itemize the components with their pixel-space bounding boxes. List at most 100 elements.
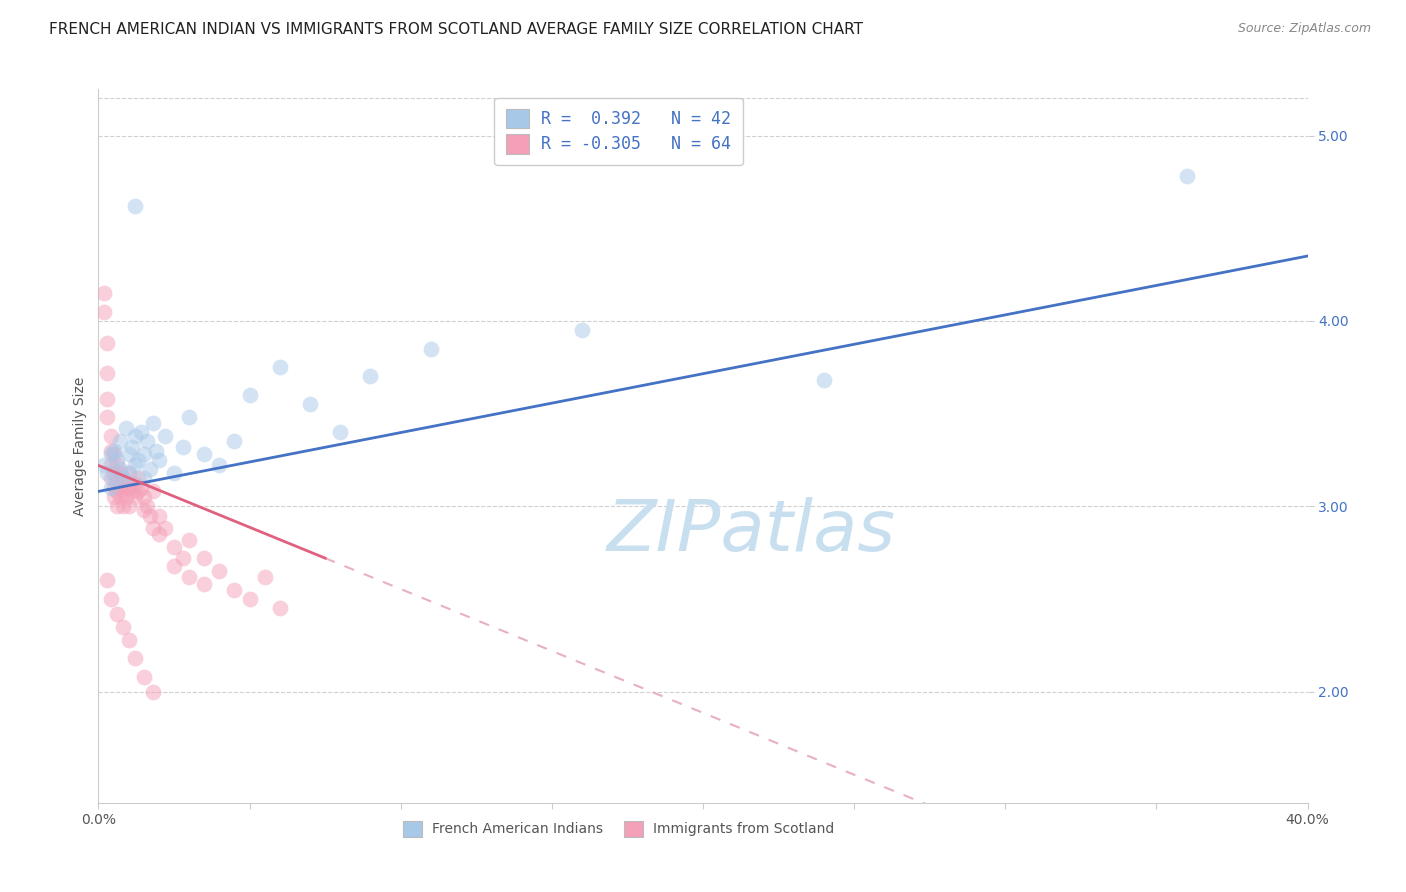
Point	[103, 471, 125, 485]
Point	[114, 477, 136, 491]
Point	[111, 620, 134, 634]
Point	[813, 373, 835, 387]
Point	[163, 540, 186, 554]
Point	[132, 490, 155, 504]
Point	[96, 410, 118, 425]
Point	[105, 453, 128, 467]
Point	[224, 582, 246, 597]
Y-axis label: Average Family Size: Average Family Size	[73, 376, 87, 516]
Point	[139, 462, 162, 476]
Point	[105, 471, 128, 485]
Point	[111, 484, 134, 499]
Point	[1175, 169, 1198, 184]
Point	[132, 503, 155, 517]
Point	[105, 458, 128, 473]
Point	[108, 462, 131, 476]
Point	[124, 490, 146, 504]
Legend: French American Indians, Immigrants from Scotland: French American Indians, Immigrants from…	[396, 815, 839, 842]
Point	[100, 481, 122, 495]
Text: Source: ZipAtlas.com: Source: ZipAtlas.com	[1237, 22, 1371, 36]
Point	[108, 490, 131, 504]
Point	[420, 342, 443, 356]
Point	[132, 670, 155, 684]
Point	[135, 500, 157, 514]
Point	[103, 466, 125, 480]
Point	[269, 601, 291, 615]
Point	[108, 434, 131, 449]
Point	[100, 447, 122, 461]
Point	[163, 558, 186, 573]
Point	[124, 199, 146, 213]
Point	[108, 481, 131, 495]
Point	[129, 481, 152, 495]
Point	[118, 466, 141, 480]
Point	[103, 481, 125, 495]
Point	[145, 443, 167, 458]
Point	[132, 471, 155, 485]
Point	[153, 429, 176, 443]
Point	[100, 458, 122, 473]
Point	[193, 551, 215, 566]
Point	[105, 484, 128, 499]
Point	[96, 366, 118, 380]
Point	[179, 410, 201, 425]
Point	[208, 458, 231, 473]
Text: FRENCH AMERICAN INDIAN VS IMMIGRANTS FROM SCOTLAND AVERAGE FAMILY SIZE CORRELATI: FRENCH AMERICAN INDIAN VS IMMIGRANTS FRO…	[49, 22, 863, 37]
Point	[124, 477, 146, 491]
Point	[132, 447, 155, 461]
Point	[299, 397, 322, 411]
Point	[118, 481, 141, 495]
Point	[111, 471, 134, 485]
Point	[118, 632, 141, 647]
Point	[121, 484, 143, 499]
Point	[179, 569, 201, 583]
Point	[114, 421, 136, 435]
Point	[208, 564, 231, 578]
Point	[360, 369, 382, 384]
Point	[239, 591, 262, 606]
Point	[193, 447, 215, 461]
Point	[142, 416, 165, 430]
Point	[105, 607, 128, 621]
Point	[111, 500, 134, 514]
Point	[153, 521, 176, 535]
Point	[127, 484, 149, 499]
Point	[121, 440, 143, 454]
Point	[129, 425, 152, 439]
Point	[269, 360, 291, 375]
Point	[100, 443, 122, 458]
Point	[571, 323, 593, 337]
Point	[172, 551, 194, 566]
Point	[142, 684, 165, 698]
Point	[148, 527, 170, 541]
Point	[142, 521, 165, 535]
Point	[114, 490, 136, 504]
Point	[224, 434, 246, 449]
Point	[172, 440, 194, 454]
Point	[329, 425, 352, 439]
Point	[148, 508, 170, 523]
Point	[127, 453, 149, 467]
Point	[118, 500, 141, 514]
Point	[96, 336, 118, 351]
Point	[103, 490, 125, 504]
Point	[93, 286, 115, 301]
Point	[100, 471, 122, 485]
Point	[139, 508, 162, 523]
Point	[96, 574, 118, 588]
Point	[124, 429, 146, 443]
Point	[118, 466, 141, 480]
Point	[93, 304, 115, 318]
Point	[111, 471, 134, 485]
Point	[105, 500, 128, 514]
Point	[103, 447, 125, 461]
Point	[135, 434, 157, 449]
Point	[96, 466, 118, 480]
Point	[96, 392, 118, 406]
Point	[179, 533, 201, 547]
Text: ZIPatlas: ZIPatlas	[607, 497, 896, 566]
Point	[108, 466, 131, 480]
Point	[142, 484, 165, 499]
Point	[148, 453, 170, 467]
Point	[103, 443, 125, 458]
